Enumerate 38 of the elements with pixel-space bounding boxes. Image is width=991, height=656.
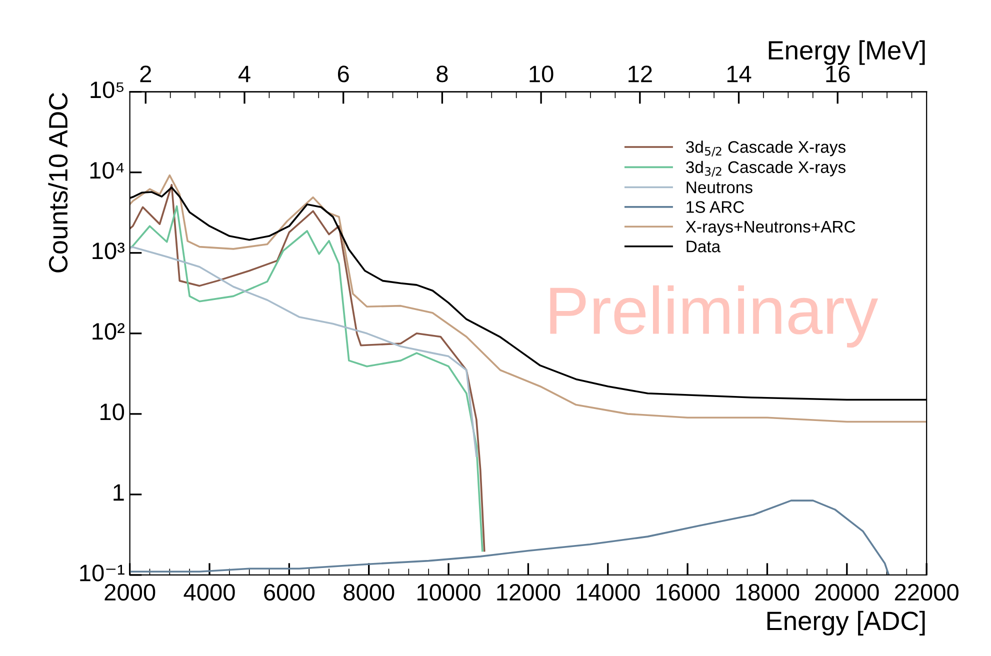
x-tick-label: 2000 [104,584,156,601]
x2-tick-label: 10 [530,66,554,82]
x2-tick-label: 8 [436,66,448,82]
y-axis-title: Counts/10 ADC [48,92,68,272]
y-tick-label: 10⁵ [90,81,124,98]
x-axis-title: Energy [ADC] [767,610,925,636]
legend-label: 3d$_{3/2}$ Cascade X-rays [686,160,846,177]
x-tick-label: 4000 [184,584,235,601]
x-tick-label: 18000 [736,584,800,601]
y-tick-label: 10³ [92,242,124,260]
x2-tick-label: 12 [628,66,652,82]
legend-label: 3d$_{5/2}$ Cascade X-rays [686,140,846,157]
x-tick-label: 12000 [497,584,560,601]
y-tick-label: 10⁴ [90,162,124,179]
x2-tick-label: 4 [238,66,250,82]
legend-label: X-rays+Neutrons+ARC [686,220,856,236]
line-series [130,500,890,575]
legend-label: 1S ARC [686,201,744,213]
x2-tick-label: 6 [338,66,349,82]
x-tick-label: 8000 [344,584,394,601]
x-tick-label: 14000 [576,584,640,601]
x2-tick-label: 14 [727,66,752,82]
legend-label: Data [686,240,721,252]
x2-axis-title: Energy [MeV] [768,40,925,65]
legend-label: Neutrons [686,182,752,194]
y-tick-label: 1 [114,484,124,501]
x2-tick-label: 16 [826,66,850,82]
x-tick-label: 22000 [894,584,958,601]
x-tick-label: 20000 [815,584,879,601]
y-tick-label: 10⁻¹ [80,564,124,582]
x-tick-label: 16000 [656,584,720,601]
x2-tick-label: 2 [140,66,152,82]
y-tick-label: 10 [100,404,124,420]
y-tick-label: 10² [92,323,125,340]
x-tick-label: 6000 [264,584,315,601]
annotation: Preliminary [550,285,878,348]
x-tick-label: 10000 [418,584,480,601]
line-series [130,246,478,457]
